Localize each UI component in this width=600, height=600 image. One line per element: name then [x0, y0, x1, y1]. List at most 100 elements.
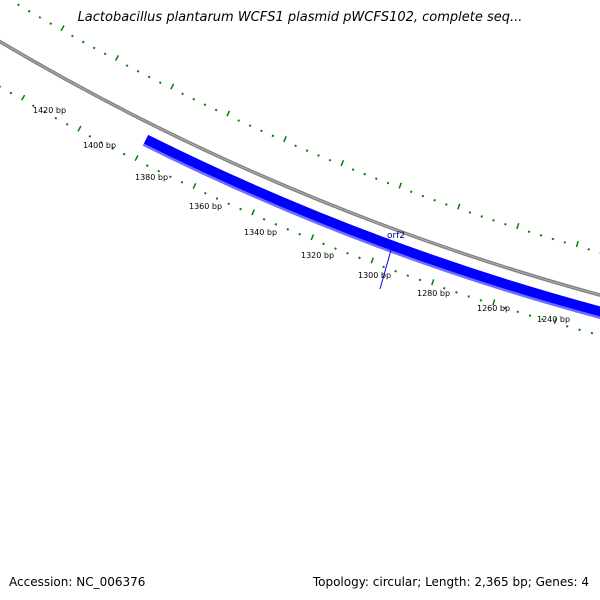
tick-label-1420: 1420 bp — [33, 106, 66, 115]
outer-minor-tick — [65, 123, 69, 126]
inner-minor-tick — [351, 168, 355, 171]
outer-minor-tick — [406, 274, 410, 277]
inner-major-tick — [575, 240, 579, 248]
tick-label-1240: 1240 bp — [537, 315, 570, 324]
inner-minor-tick — [317, 154, 320, 157]
outer-major-tick — [553, 317, 557, 324]
outer-minor-tick — [358, 256, 361, 260]
inner-minor-tick — [260, 129, 263, 133]
outer-major-tick — [134, 155, 139, 162]
outer-minor-tick — [346, 251, 349, 255]
outer-minor-tick — [394, 269, 397, 273]
outer-minor-tick — [157, 169, 161, 173]
inner-minor-tick — [563, 241, 567, 244]
outer-major-tick — [310, 234, 315, 241]
outer-minor-tick — [88, 135, 92, 138]
tick-label-group: 1420 bp 1400 bp 1380 bp 1360 bp 1340 bp … — [33, 106, 570, 324]
inner-minor-tick — [421, 194, 425, 198]
outer-minor-tick — [578, 328, 581, 331]
inner-minor-tick — [587, 248, 591, 251]
inner-minor-tick — [136, 69, 140, 73]
tick-label-1380: 1380 bp — [135, 173, 168, 182]
outer-minor-tick — [455, 291, 458, 294]
inner-minor-tick — [49, 22, 53, 26]
inner-major-tick — [398, 182, 403, 189]
inner-minor-tick — [480, 215, 483, 218]
inner-minor-tick — [92, 46, 96, 50]
outer-minor-tick — [382, 265, 385, 269]
outer-minor-tick — [286, 228, 290, 231]
outer-minor-tick — [169, 175, 172, 179]
inner-tick-ring — [17, 3, 600, 254]
outer-minor-tick — [418, 278, 422, 282]
outer-minor-tick — [99, 141, 103, 144]
outer-minor-tick — [9, 91, 13, 95]
inner-minor-tick — [374, 177, 378, 180]
inner-major-tick — [226, 110, 231, 117]
inner-minor-tick — [158, 81, 162, 85]
inner-minor-tick — [468, 211, 472, 214]
outer-major-tick — [251, 209, 255, 216]
outer-minor-tick — [442, 286, 446, 290]
outer-minor-tick — [215, 197, 219, 200]
inner-minor-tick — [237, 119, 241, 122]
tick-label-1400: 1400 bp — [83, 141, 116, 150]
inner-minor-tick — [38, 16, 42, 19]
inner-minor-tick — [363, 172, 367, 176]
inner-minor-tick — [445, 203, 448, 206]
inner-minor-tick — [248, 124, 252, 128]
inner-major-tick — [283, 136, 287, 143]
inner-minor-tick — [103, 52, 107, 56]
outer-minor-tick — [334, 247, 337, 250]
outer-major-tick — [370, 257, 375, 264]
outer-minor-tick — [43, 110, 46, 114]
inner-minor-tick — [27, 9, 31, 13]
feature-orf2-arc-highlight — [142, 143, 600, 319]
inner-major-tick — [457, 203, 461, 210]
outer-minor-tick — [528, 314, 532, 317]
inner-minor-tick — [203, 103, 207, 107]
inner-minor-tick — [71, 34, 74, 38]
tick-label-1360: 1360 bp — [189, 202, 222, 211]
outer-minor-tick — [227, 202, 231, 206]
inner-minor-tick — [305, 149, 309, 152]
tick-label-1320: 1320 bp — [301, 251, 334, 260]
feature-orf2-leader-line — [379, 242, 394, 290]
backbone-arc — [0, 39, 600, 297]
feature-orf2-label[interactable]: orf2 — [387, 231, 405, 241]
outer-minor-tick — [467, 295, 470, 298]
outer-minor-tick — [565, 325, 569, 328]
inner-minor-tick — [386, 181, 390, 185]
outer-major-tick — [492, 299, 496, 306]
topology-summary-text: Topology: circular; Length: 2,365 bp; Ge… — [312, 575, 589, 589]
inner-minor-tick — [539, 234, 543, 237]
backbone-arc-highlight — [0, 40, 600, 296]
outer-minor-tick — [479, 299, 483, 302]
tick-label-1280: 1280 bp — [417, 289, 450, 298]
inner-minor-tick — [409, 190, 413, 194]
map-title: Lactobacillus plantarum WCFS1 plasmid pW… — [77, 10, 523, 25]
outer-major-tick — [431, 279, 435, 286]
inner-minor-tick — [17, 3, 20, 7]
inner-major-tick — [60, 25, 65, 32]
accession-text: Accession: NC_006376 — [9, 575, 146, 589]
inner-major-tick — [114, 55, 120, 61]
outer-minor-tick — [122, 152, 126, 156]
tick-label-1300: 1300 bp — [358, 271, 391, 280]
inner-minor-tick — [328, 158, 332, 162]
inner-major-tick — [340, 160, 345, 167]
inner-minor-tick — [147, 75, 151, 79]
outer-minor-tick — [180, 180, 184, 184]
outer-minor-tick — [54, 116, 58, 120]
outer-major-tick — [20, 94, 26, 101]
inner-minor-tick — [125, 64, 129, 67]
inner-minor-tick — [527, 230, 531, 233]
inner-minor-tick — [214, 108, 218, 112]
feature-orf2-arc[interactable] — [142, 134, 600, 393]
inner-minor-tick — [294, 144, 297, 148]
outer-minor-tick — [590, 331, 594, 335]
inner-minor-tick — [504, 222, 507, 226]
inner-minor-tick — [551, 237, 555, 241]
outer-minor-tick — [274, 223, 278, 226]
